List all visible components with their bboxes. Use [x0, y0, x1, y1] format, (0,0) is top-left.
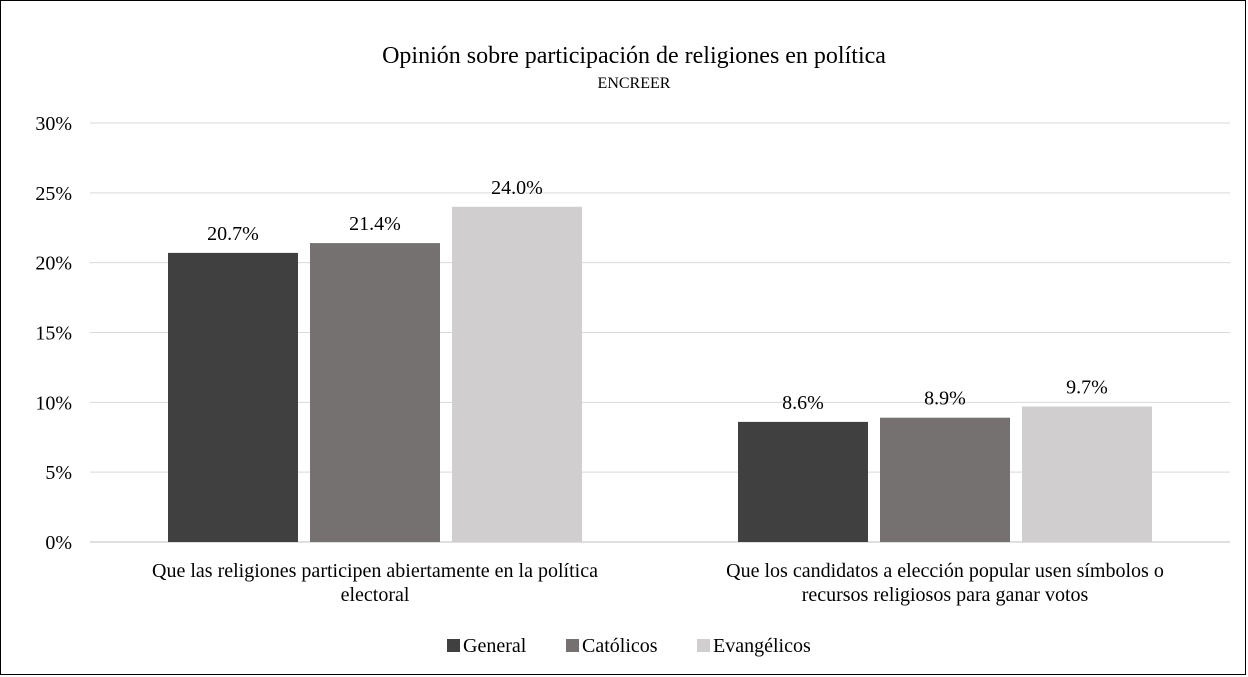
bars — [168, 206, 1152, 543]
legend-swatch — [697, 639, 710, 652]
legend-label: General — [463, 635, 527, 657]
category-label: Que las religiones participen abiertamen… — [152, 560, 598, 582]
data-label: 21.4% — [349, 213, 401, 235]
bar — [738, 421, 868, 542]
y-axis-ticks: 0% 5% 10% 15% 20% 25% 30% — [35, 113, 72, 554]
chart-title: Opinión sobre participación de religione… — [382, 43, 886, 69]
legend-label: Evangélicos — [713, 635, 811, 657]
y-tick-label: 15% — [35, 323, 72, 345]
data-label: 8.9% — [924, 388, 966, 410]
bar — [880, 417, 1010, 542]
category-label: recursos religiosos para ganar votos — [802, 584, 1089, 606]
y-tick-label: 25% — [35, 183, 72, 205]
y-tick-label: 5% — [45, 462, 72, 484]
legend-label: Católicos — [582, 635, 658, 657]
data-labels: 20.7% 21.4% 24.0% 8.6% 8.9% 9.7% — [207, 177, 1108, 414]
bar — [168, 252, 298, 542]
data-label: 9.7% — [1066, 377, 1108, 399]
bar — [310, 243, 440, 542]
x-axis-categories: Que las religiones participen abiertamen… — [152, 560, 1164, 606]
y-tick-label: 20% — [35, 253, 72, 275]
legend: General Católicos Evangélicos — [447, 635, 811, 657]
data-label: 8.6% — [782, 392, 824, 414]
y-tick-label: 30% — [35, 113, 72, 135]
data-label: 20.7% — [207, 223, 259, 245]
category-label: electoral — [341, 584, 410, 606]
chart-subtitle: ENCREER — [598, 75, 671, 92]
bar — [452, 206, 582, 543]
bar — [1022, 406, 1152, 542]
y-tick-label: 0% — [45, 532, 72, 554]
legend-swatch — [447, 639, 460, 652]
data-label: 24.0% — [491, 177, 543, 199]
legend-swatch — [566, 639, 579, 652]
y-tick-label: 10% — [35, 392, 72, 414]
category-label: Que los candidatos a elección popular us… — [726, 560, 1164, 582]
